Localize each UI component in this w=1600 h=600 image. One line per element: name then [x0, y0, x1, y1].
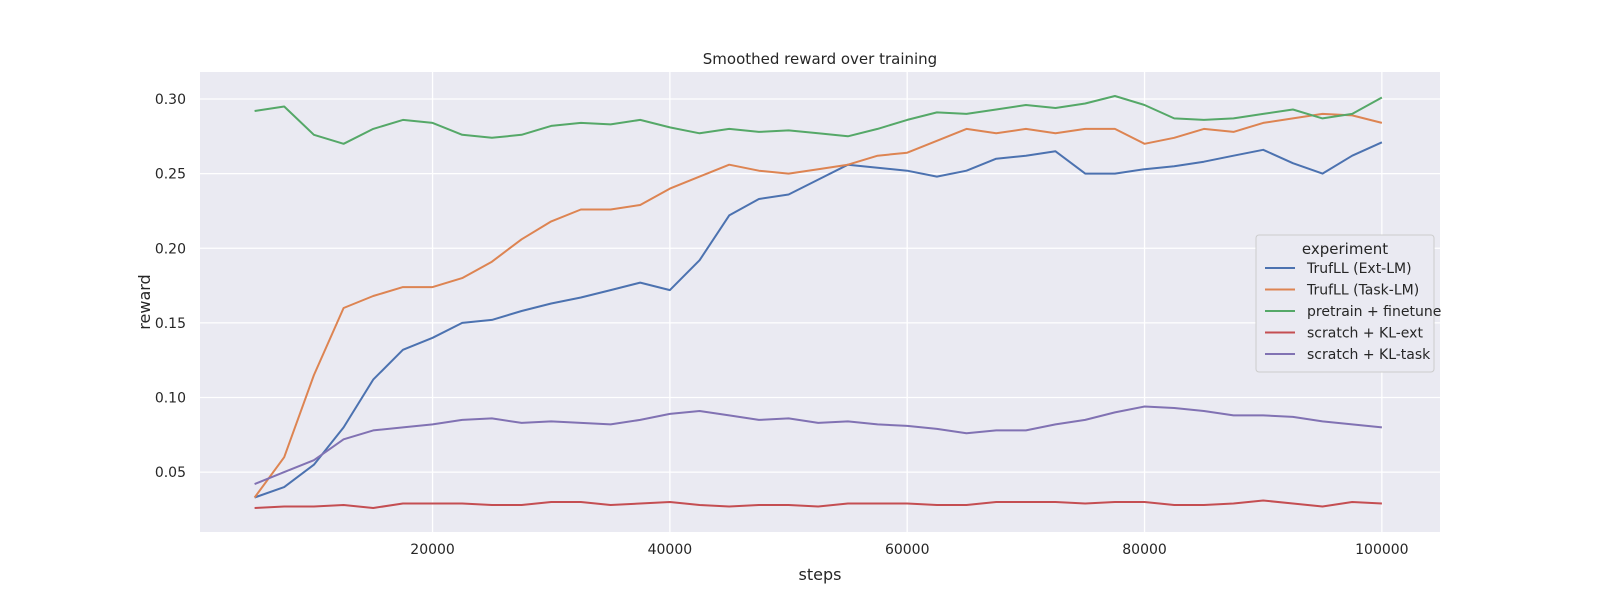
y-tick-label: 0.20 [155, 241, 186, 257]
plot-area [200, 72, 1440, 532]
legend-box [1255, 234, 1435, 373]
x-tick-label: 60000 [885, 542, 930, 558]
x-tick-label: 80000 [1122, 542, 1167, 558]
legend-entry-label: TrufLL (Task-LM) [1306, 283, 1419, 299]
legend-title: experiment [1302, 240, 1388, 258]
x-tick-label: 100000 [1355, 542, 1408, 558]
legend: experiment TrufLL (Ext-LM) TrufLL (Task-L… [1255, 234, 1441, 373]
x-tick-label: 20000 [410, 542, 455, 558]
y-tick-label: 0.10 [155, 391, 186, 407]
legend-entry-label: TrufLL (Ext-LM) [1306, 261, 1412, 277]
legend-entry-label: scratch + KL-ext [1307, 326, 1423, 342]
legend-entry-label: scratch + KL-task [1307, 347, 1431, 363]
series-line-2 [253, 112, 1383, 499]
y-tick-label: 0.30 [155, 92, 186, 108]
y-tick-label: 0.05 [155, 465, 186, 481]
y-axis-label: reward [135, 274, 154, 329]
x-tick-label: 40000 [648, 542, 693, 558]
y-axis-ticks: 0.05 0.10 0.15 0.20 0.25 0.30 [155, 92, 186, 481]
series-lines [253, 95, 1383, 509]
chart-title: Smoothed reward over training [703, 50, 937, 68]
x-axis-ticks: 20000 40000 60000 80000 100000 [410, 542, 1408, 558]
series-line-4 [254, 499, 1382, 509]
x-axis-label: steps [799, 565, 842, 584]
series-line-5 [254, 405, 1383, 486]
series-line-1 [254, 141, 1383, 499]
legend-entry-label: pretrain + finetune [1307, 304, 1441, 320]
y-tick-label: 0.25 [155, 167, 186, 183]
y-tick-label: 0.15 [155, 316, 186, 332]
series-line-3 [254, 95, 1383, 145]
